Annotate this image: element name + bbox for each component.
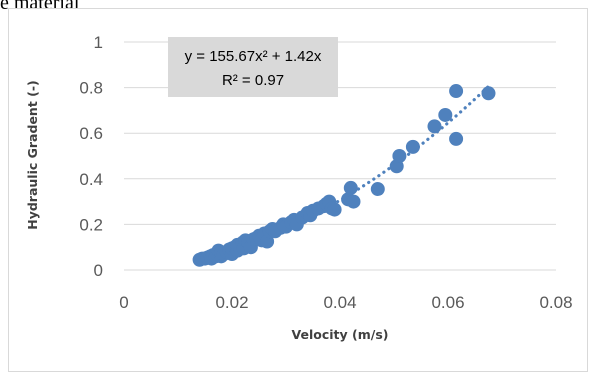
data-point <box>327 202 342 217</box>
y-axis-title: Hydraulic Gradent (-) <box>25 80 40 230</box>
trendline-equation: y = 155.67x² + 1.42x <box>185 48 322 65</box>
x-tick-label: 0 <box>119 293 128 312</box>
data-point <box>481 86 496 101</box>
x-axis-title: Velocity (m/s) <box>292 327 389 342</box>
data-point <box>346 194 361 209</box>
data-point <box>438 107 453 122</box>
data-point <box>449 84 464 99</box>
data-point <box>343 180 358 195</box>
data-point <box>370 182 385 197</box>
y-tick-label: 0.2 <box>79 215 103 234</box>
y-tick-label: 0 <box>94 261 103 280</box>
data-points <box>192 84 496 267</box>
y-tick-label: 1 <box>94 33 103 52</box>
data-point <box>449 131 464 146</box>
x-tick-label: 0.02 <box>215 293 248 312</box>
data-point <box>392 149 407 163</box>
tick-labels: 0 0.2 0.4 0.6 0.8 1 0 0.02 0.04 0.06 0.08 <box>79 33 572 312</box>
data-point <box>405 139 420 154</box>
x-tick-label: 0.06 <box>431 293 464 312</box>
x-tick-label: 0.04 <box>323 293 356 312</box>
x-tick-label: 0.08 <box>539 293 572 312</box>
trendline-r2: R² = 0.97 <box>222 72 284 89</box>
y-tick-label: 0.6 <box>79 124 103 143</box>
data-point <box>427 119 442 134</box>
chart-frame <box>8 8 588 372</box>
y-tick-label: 0.4 <box>79 170 103 189</box>
trendline-equation-box: y = 155.67x² + 1.42x R² = 0.97 <box>168 37 338 97</box>
equation-box-background <box>168 37 338 97</box>
y-tick-label: 0.8 <box>79 79 103 98</box>
